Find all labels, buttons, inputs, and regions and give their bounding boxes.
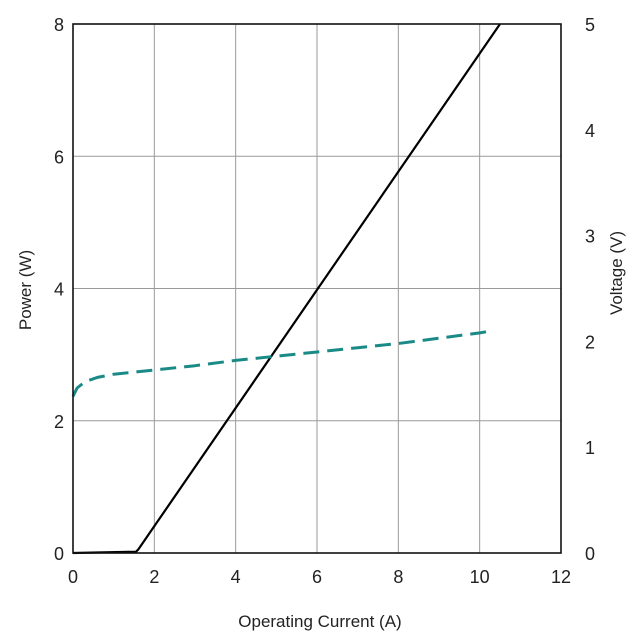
x-axis-title: Operating Current (A): [238, 612, 401, 631]
y2-tick-label: 2: [585, 332, 595, 352]
x-tick-label: 4: [231, 567, 241, 587]
x-tick-label: 2: [149, 567, 159, 587]
y2-tick-label: 0: [585, 544, 595, 564]
y2-tick-label: 5: [585, 15, 595, 35]
x-tick-label: 8: [393, 567, 403, 587]
y2-tick-label: 4: [585, 121, 595, 141]
y2-tick-label: 1: [585, 438, 595, 458]
x-tick-label: 10: [470, 567, 490, 587]
y-tick-label: 2: [54, 412, 64, 432]
x-tick-label: 0: [68, 567, 78, 587]
x-tick-label: 12: [551, 567, 571, 587]
x-tick-label: 6: [312, 567, 322, 587]
y-tick-label: 8: [54, 15, 64, 35]
y-tick-label: 0: [54, 544, 64, 564]
y-tick-label: 6: [54, 147, 64, 167]
y-axis-title: Power (W): [16, 250, 35, 330]
y2-axis-title: Voltage (V): [607, 231, 626, 315]
voltage-series-line: [71, 329, 493, 398]
y2-tick-label: 3: [585, 227, 595, 247]
plot-frame: [72, 23, 562, 554]
y-tick-label: 4: [54, 280, 64, 300]
